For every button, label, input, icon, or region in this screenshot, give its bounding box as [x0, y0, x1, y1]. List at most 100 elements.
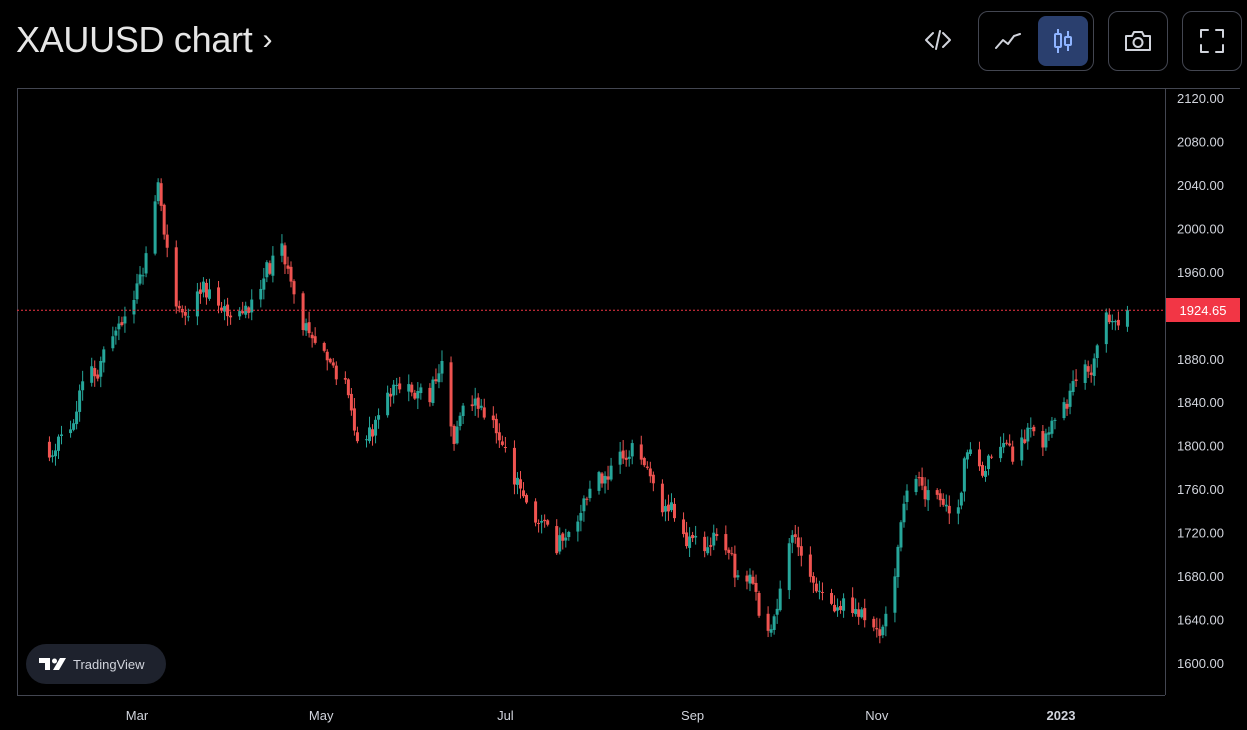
- candle-body: [434, 379, 438, 382]
- candle-body: [386, 392, 390, 416]
- candle-body: [265, 262, 269, 278]
- y-tick-label: 1600.00: [1177, 656, 1224, 671]
- candle-body: [627, 456, 631, 459]
- candle-body: [766, 613, 770, 631]
- candle-body: [851, 597, 855, 614]
- candle-body: [817, 590, 821, 592]
- candle-body: [745, 575, 749, 582]
- candle-body: [1089, 372, 1093, 375]
- candle-body: [703, 536, 707, 552]
- candle-body: [428, 387, 432, 403]
- candle-body: [368, 427, 372, 442]
- candle-body: [878, 629, 882, 636]
- candle-body: [769, 629, 773, 633]
- candle-body: [271, 255, 275, 276]
- y-tick-label: 2080.00: [1177, 134, 1224, 149]
- candle-body: [984, 470, 988, 477]
- candle-body: [72, 423, 76, 430]
- candle-body: [597, 472, 601, 491]
- candle-body: [413, 392, 417, 399]
- line-chart-button[interactable]: [983, 16, 1033, 66]
- candle-body: [639, 444, 643, 460]
- candle-body: [102, 349, 106, 363]
- candle-body: [289, 266, 293, 282]
- candle-body: [310, 334, 314, 339]
- candles-layer: [47, 178, 1129, 644]
- candle-body: [959, 492, 963, 506]
- candle-body: [250, 299, 254, 313]
- candle-body: [132, 299, 136, 315]
- candlestick-chart-button[interactable]: [1038, 16, 1088, 66]
- candle-body: [280, 243, 284, 256]
- candle-body: [1092, 358, 1096, 376]
- y-tick-label: 1840.00: [1177, 395, 1224, 410]
- candle-body: [1113, 321, 1117, 323]
- candle-body: [820, 591, 824, 593]
- candle-body: [325, 351, 329, 361]
- candle-body: [624, 457, 628, 460]
- candle-body: [651, 474, 655, 484]
- candle-body: [724, 534, 728, 551]
- price-axis[interactable]: 2120.002080.002040.002000.001960.001920.…: [1177, 91, 1224, 671]
- candle-body: [564, 537, 568, 541]
- candle-body: [751, 576, 755, 584]
- y-tick-label: 2040.00: [1177, 178, 1224, 193]
- candle-body: [491, 415, 495, 421]
- candle-body: [207, 289, 211, 299]
- candle-body: [1053, 419, 1057, 421]
- x-tick-label: May: [309, 708, 334, 723]
- candle-body: [941, 498, 945, 505]
- candle-body: [476, 397, 480, 409]
- embed-button[interactable]: [909, 11, 967, 69]
- y-tick-label: 2000.00: [1177, 221, 1224, 236]
- candle-body: [47, 441, 51, 458]
- chart-title-link[interactable]: XAUUSD chart ›: [16, 18, 272, 62]
- candle-body: [920, 477, 924, 486]
- candle-body: [709, 545, 713, 547]
- candle-body: [748, 574, 752, 584]
- candle-body: [395, 384, 399, 386]
- candle-body: [1104, 312, 1108, 345]
- candle-body: [1062, 402, 1066, 419]
- candle-body: [159, 183, 163, 206]
- candle-body: [778, 588, 782, 611]
- fullscreen-icon: [1200, 29, 1224, 53]
- x-tick-label: Nov: [865, 708, 889, 723]
- snapshot-button[interactable]: [1108, 11, 1168, 71]
- candle-body: [1086, 366, 1090, 372]
- candle-body: [292, 281, 296, 295]
- candle-body: [220, 307, 224, 311]
- candle-body: [56, 436, 60, 451]
- candle-body: [503, 447, 507, 449]
- candle-body: [576, 521, 580, 532]
- candle-body: [1041, 431, 1045, 448]
- candle-body: [78, 390, 82, 412]
- candle-body: [1029, 427, 1033, 429]
- candle-body: [736, 575, 740, 578]
- candle-body: [965, 452, 969, 460]
- candle-body: [331, 362, 335, 366]
- tradingview-logo-badge[interactable]: TradingView: [26, 644, 166, 684]
- y-tick-label: 1880.00: [1177, 352, 1224, 367]
- candle-body: [217, 287, 221, 306]
- candle-body: [1047, 432, 1051, 435]
- candle-body: [283, 245, 287, 265]
- time-axis[interactable]: Mar May Jul Sep Nov 2023: [126, 708, 1076, 723]
- candle-body: [241, 311, 245, 314]
- candle-body: [811, 576, 815, 583]
- candle-body: [500, 441, 504, 445]
- y-tick-label: 1960.00: [1177, 265, 1224, 280]
- candle-body: [153, 201, 157, 254]
- y-tick-label: 1680.00: [1177, 569, 1224, 584]
- candle-body: [522, 490, 526, 497]
- candle-body: [621, 450, 625, 459]
- candle-body: [262, 278, 266, 290]
- fullscreen-button[interactable]: [1182, 11, 1242, 71]
- candle-body: [561, 533, 565, 541]
- candle-body: [830, 592, 834, 604]
- candle-body: [1044, 433, 1048, 448]
- candle-body: [537, 523, 541, 525]
- candle-body: [120, 322, 124, 326]
- candle-body: [1083, 364, 1087, 383]
